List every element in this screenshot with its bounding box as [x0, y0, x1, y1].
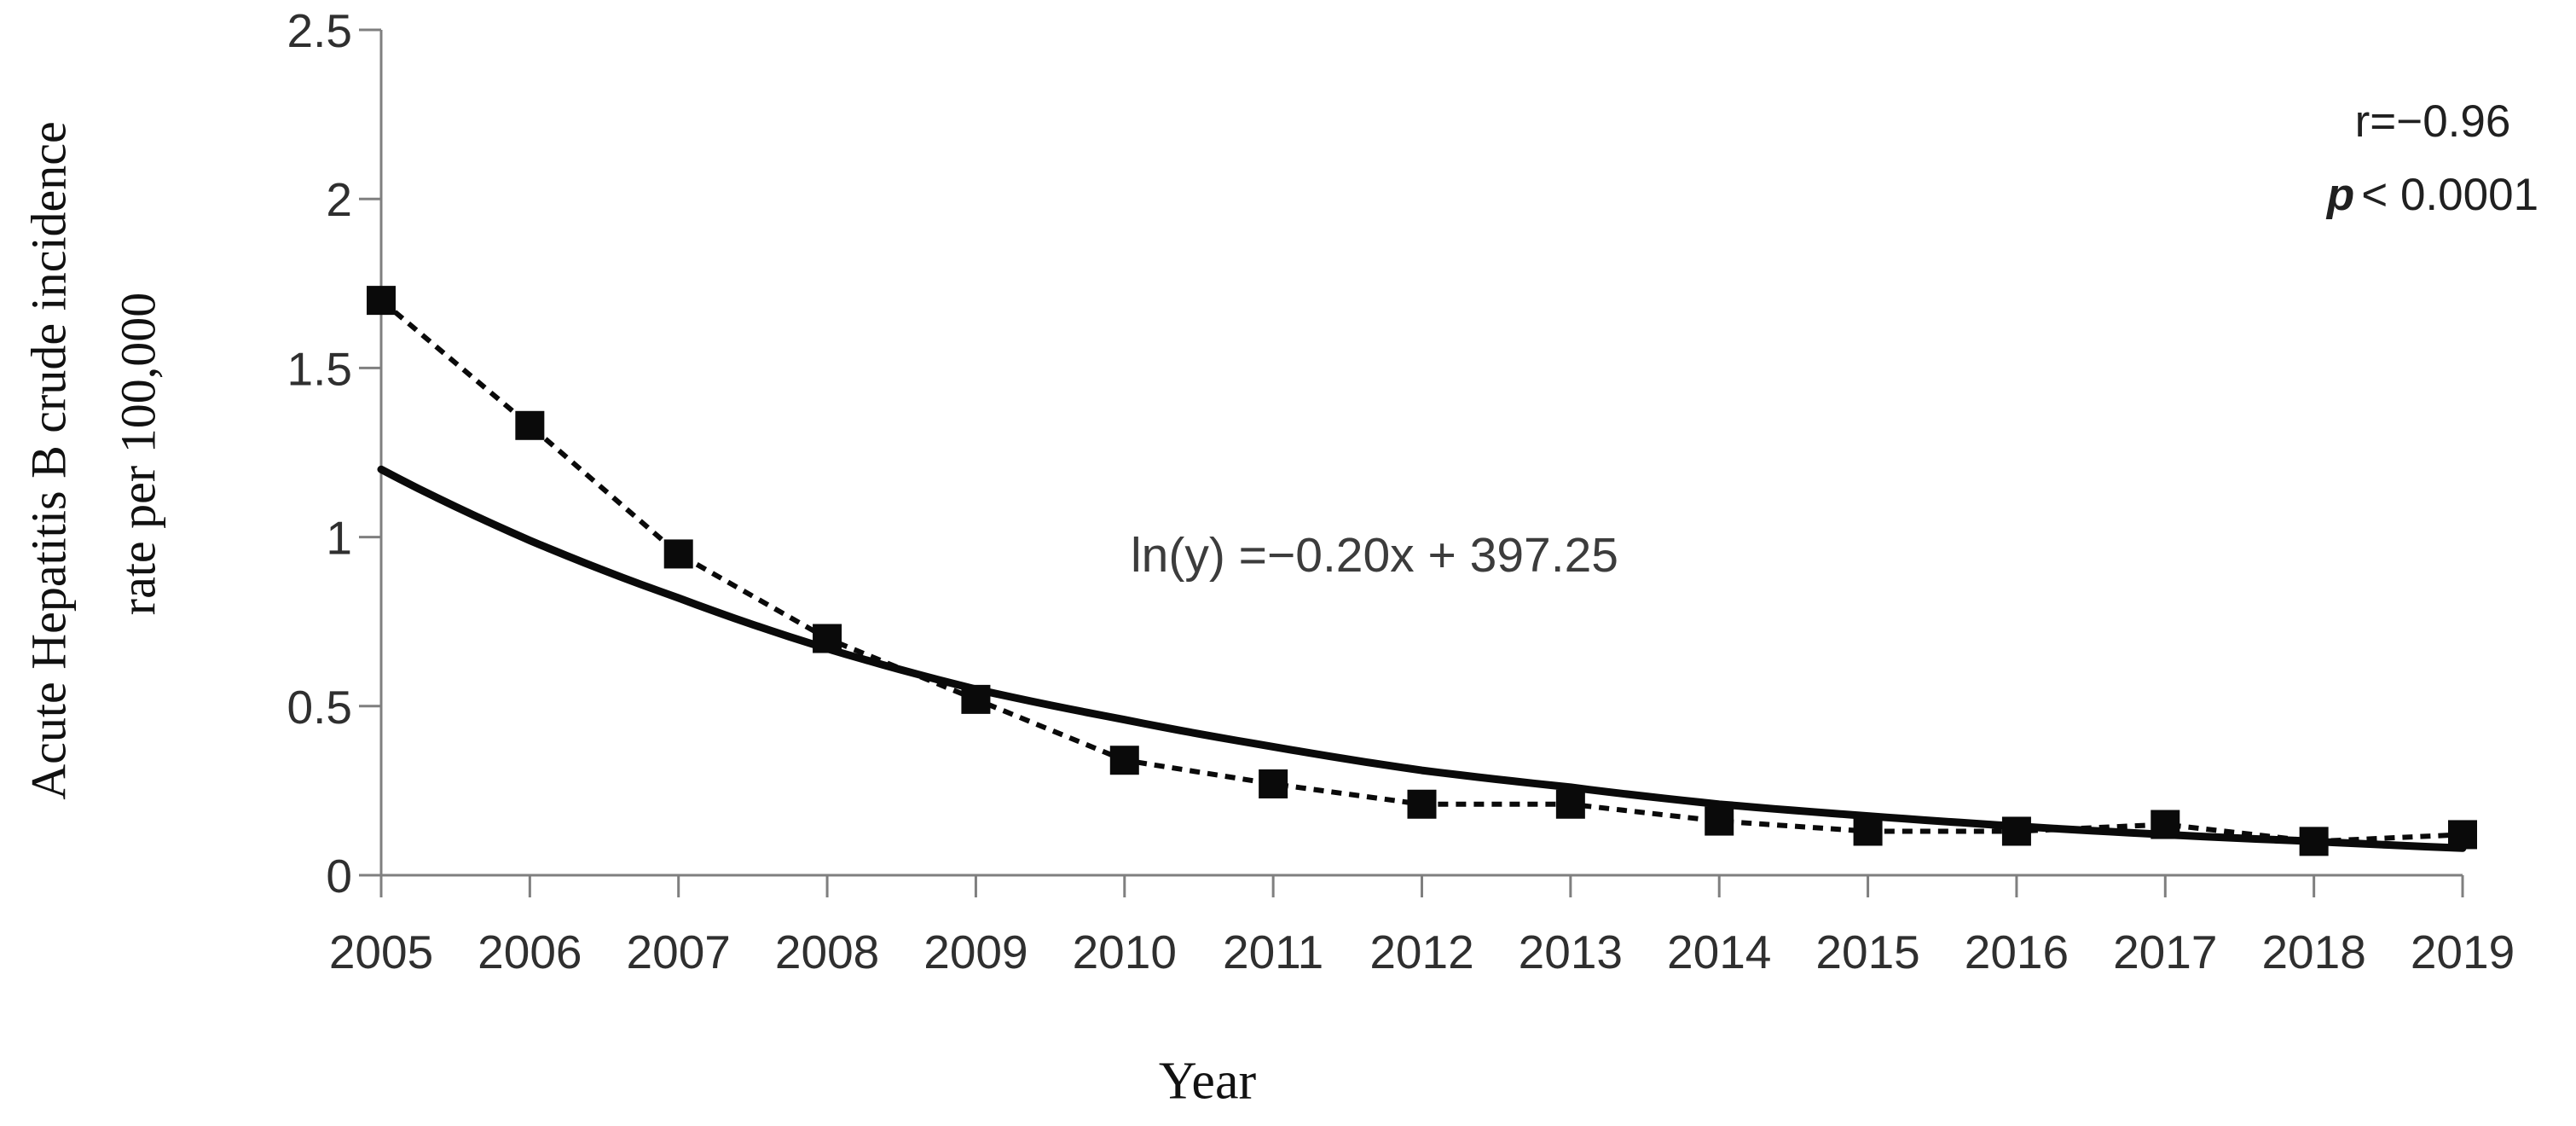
r-value-annotation: r=−0.96 [2354, 96, 2511, 147]
x-tick-label: 2011 [1223, 926, 1323, 978]
data-point-2015 [1853, 816, 1883, 846]
y-tick-label: 1 [326, 512, 352, 565]
data-point-2017 [2151, 810, 2180, 839]
x-tick-label: 2006 [478, 926, 582, 978]
p-value-annotation: p < 0.0001 [2300, 159, 2566, 232]
data-point-2016 [2001, 816, 2031, 846]
data-point-2013 [1555, 789, 1585, 819]
y-tick-label: 0.5 [287, 681, 352, 734]
y-tick-label: 0 [326, 850, 352, 903]
trend-line [377, 465, 2467, 852]
trend-equation-annotation: ln(y) =−0.20x + 397.25 [1131, 528, 1618, 583]
x-tick-label: 2019 [2411, 926, 2515, 978]
x-tick-label: 2014 [1667, 926, 1771, 978]
x-tick-label: 2010 [1073, 926, 1177, 978]
data-point-2005 [367, 286, 396, 316]
x-tick-label: 2007 [627, 926, 731, 978]
data-point-2007 [663, 539, 693, 569]
data-point-2012 [1407, 789, 1437, 819]
x-tick-label: 2008 [775, 926, 879, 978]
data-point-2010 [1109, 746, 1139, 775]
p-symbol: p [2326, 170, 2355, 220]
data-point-2009 [961, 684, 991, 714]
correlation-stats-block: r=−0.96 p < 0.0001 [2300, 85, 2566, 232]
x-tick-label: 2016 [1965, 926, 2069, 978]
y-axis-title-line2: rate per 100,000 [110, 292, 166, 616]
x-tick-label: 2009 [923, 926, 1028, 978]
data-point-2006 [515, 410, 545, 440]
x-tick-label: 2015 [1815, 926, 1919, 978]
y-tick-label: 1.5 [287, 342, 352, 395]
x-tick-label: 2018 [2261, 926, 2365, 978]
y-tick-label: 2.5 [287, 4, 352, 57]
data-point-2019 [2448, 820, 2477, 850]
p-value-text: < 0.0001 [2361, 170, 2539, 220]
x-tick-label: 2017 [2113, 926, 2217, 978]
x-axis-title: Year [1158, 1052, 1257, 1111]
data-point-2018 [2299, 827, 2329, 856]
data-point-2014 [1705, 806, 1734, 836]
x-tick-label: 2013 [1519, 926, 1623, 978]
x-tick-label: 2005 [329, 926, 433, 978]
x-tick-label: 2012 [1369, 926, 1473, 978]
y-axis-title-line1: Acute Hepatitis B crude incidence [20, 121, 77, 800]
y-tick-label: 2 [326, 173, 352, 226]
data-point-2011 [1259, 769, 1288, 798]
data-point-2008 [813, 624, 842, 653]
